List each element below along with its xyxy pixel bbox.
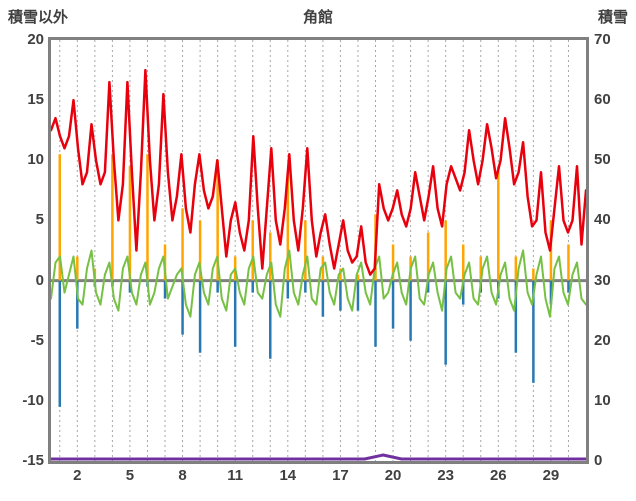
right-axis-tick: 50 bbox=[594, 151, 611, 169]
left-axis-title: 積雪以外 bbox=[8, 9, 69, 26]
right-axis-tick: 60 bbox=[594, 91, 611, 109]
x-axis-tick: 20 bbox=[384, 467, 402, 484]
chart-title: 角館 bbox=[302, 9, 333, 26]
x-axis-tick: 14 bbox=[279, 467, 297, 484]
x-axis-tick: 5 bbox=[125, 467, 135, 484]
left-axis-tick: -15 bbox=[22, 452, 44, 469]
right-axis-tick: 20 bbox=[594, 331, 611, 349]
left-axis-tick: 15 bbox=[27, 91, 44, 109]
left-axis-tick: 0 bbox=[35, 271, 44, 289]
left-axis-tick: -5 bbox=[30, 331, 44, 349]
x-axis-tick: 23 bbox=[437, 467, 455, 484]
right-axis-title: 積雪 bbox=[597, 9, 628, 26]
x-axis-tick: 8 bbox=[178, 467, 187, 484]
right-axis-tick: 70 bbox=[594, 31, 611, 48]
right-axis-tick: 30 bbox=[594, 271, 611, 289]
left-axis-tick: -10 bbox=[22, 391, 44, 409]
x-axis-tick: 29 bbox=[542, 467, 560, 484]
right-axis-tick: 10 bbox=[594, 391, 611, 409]
x-axis-tick: 17 bbox=[332, 467, 349, 484]
right-axis-tick: 0 bbox=[594, 452, 603, 469]
green-line bbox=[51, 249, 586, 318]
left-axis-tick: 20 bbox=[27, 31, 44, 48]
red-line bbox=[51, 68, 586, 276]
x-axis-tick: 11 bbox=[227, 467, 244, 484]
left-axis-tick: 10 bbox=[27, 151, 44, 169]
x-axis-tick: 26 bbox=[489, 467, 507, 484]
x-axis-tick: 2 bbox=[73, 467, 82, 484]
purple-line bbox=[51, 453, 586, 461]
plot-frame bbox=[48, 37, 589, 464]
right-axis-tick: 40 bbox=[594, 211, 611, 229]
left-axis-tick: 5 bbox=[35, 211, 44, 229]
plot-area bbox=[51, 40, 586, 461]
